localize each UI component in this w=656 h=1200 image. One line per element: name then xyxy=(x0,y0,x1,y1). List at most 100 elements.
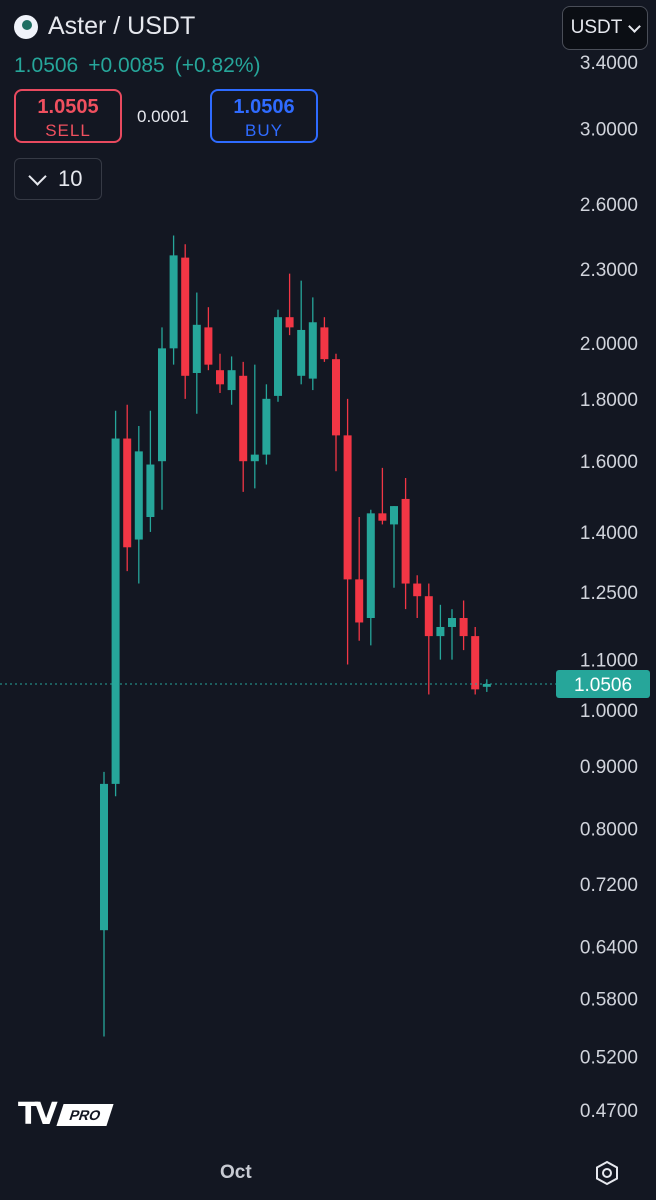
candle-6 xyxy=(169,235,178,365)
aster-logo-icon xyxy=(14,14,38,39)
candle-body xyxy=(390,506,398,525)
y-tick-label: 0.8000 xyxy=(580,819,638,840)
buy-price: 1.0506 xyxy=(233,96,295,118)
candle-body xyxy=(111,438,120,784)
candle-0 xyxy=(100,771,108,1037)
candle-17 xyxy=(297,280,306,385)
pair-header[interactable]: Aster / USDT xyxy=(14,12,195,41)
candle-body xyxy=(169,255,178,349)
candle-33 xyxy=(482,679,491,692)
price-change: +0.0085 xyxy=(88,54,165,77)
candle-body xyxy=(320,327,329,360)
tv-pro-badge: PRO xyxy=(56,1103,114,1126)
candle-23 xyxy=(366,509,375,646)
candle-26 xyxy=(401,478,410,610)
y-tick-label: 0.7200 xyxy=(580,875,638,896)
candle-body xyxy=(123,438,132,548)
candle-15 xyxy=(274,309,282,402)
candle-body xyxy=(204,327,213,365)
y-tick-label: 3.0000 xyxy=(580,119,638,140)
candle-body xyxy=(378,513,387,521)
y-tick-label: 0.4700 xyxy=(580,1101,638,1122)
candle-13 xyxy=(250,364,259,489)
candle-body xyxy=(285,317,294,328)
current-price-label: 1.0506 xyxy=(574,675,632,696)
candle-30 xyxy=(448,609,456,660)
tv-mark: TV xyxy=(18,1097,58,1132)
candle-11 xyxy=(227,356,236,405)
candle-14 xyxy=(262,384,271,465)
candle-body xyxy=(355,579,364,623)
candle-27 xyxy=(413,575,422,619)
candle-9 xyxy=(204,307,213,371)
candle-1 xyxy=(111,410,120,797)
y-tick-label: 1.1000 xyxy=(580,651,638,672)
candle-31 xyxy=(459,600,468,651)
candle-body xyxy=(100,783,108,931)
candle-10 xyxy=(216,353,224,393)
candle-16 xyxy=(285,273,294,336)
quantity-selector[interactable]: 10 xyxy=(14,158,102,200)
tradingview-logo-icon: TV PRO xyxy=(18,1097,114,1132)
candle-body xyxy=(308,322,317,379)
candle-12 xyxy=(239,361,248,492)
candle-body xyxy=(482,683,491,687)
sell-price: 1.0505 xyxy=(37,96,99,118)
candle-body xyxy=(343,435,352,580)
candle-5 xyxy=(158,327,166,510)
candle-19 xyxy=(320,317,329,362)
x-axis-label-oct: Oct xyxy=(220,1162,252,1183)
y-tick-label: 0.5800 xyxy=(580,990,638,1011)
buy-button[interactable]: 1.0506 BUY xyxy=(210,89,318,143)
y-tick-label: 2.6000 xyxy=(580,195,638,216)
candle-body xyxy=(181,257,190,376)
candle-25 xyxy=(390,506,398,588)
currency-dropdown[interactable]: USDT xyxy=(562,6,648,50)
chevron-down-icon xyxy=(28,166,47,186)
candle-body xyxy=(146,464,155,518)
candle-body xyxy=(227,370,236,391)
candle-20 xyxy=(332,353,340,472)
y-tick-label: 2.3000 xyxy=(580,260,638,281)
candle-32 xyxy=(471,626,480,695)
candle-body xyxy=(413,583,422,597)
sell-button[interactable]: 1.0505 SELL xyxy=(14,89,122,143)
y-tick-label: 0.9000 xyxy=(580,757,638,778)
settings-icon[interactable] xyxy=(594,1160,620,1186)
candle-body xyxy=(366,513,375,619)
y-tick-label: 1.8000 xyxy=(580,390,638,411)
spread-value: 0.0001 xyxy=(137,107,189,126)
chevron-down-icon xyxy=(628,19,642,33)
candle-2 xyxy=(123,404,132,572)
candle-body xyxy=(262,398,271,455)
candle-28 xyxy=(424,583,433,695)
candle-body xyxy=(448,618,456,627)
pair-title: Aster / USDT xyxy=(48,12,196,40)
candle-3 xyxy=(134,425,143,584)
candle-body xyxy=(134,451,143,540)
candle-24 xyxy=(378,467,387,525)
candle-body xyxy=(192,324,201,373)
candle-body xyxy=(250,454,259,462)
candle-8 xyxy=(192,292,201,414)
price-change-percent: (+0.82%) xyxy=(174,54,261,77)
candle-4 xyxy=(146,410,155,532)
current-price-badge: 1.0506 xyxy=(556,669,650,698)
candle-body xyxy=(216,370,224,385)
y-tick-label: 1.6000 xyxy=(580,452,638,473)
candle-body xyxy=(297,329,306,376)
y-tick-label: 2.0000 xyxy=(580,334,638,355)
y-tick-label: 1.2500 xyxy=(580,583,638,604)
currency-label: USDT xyxy=(570,17,623,38)
candle-body xyxy=(274,317,282,396)
price-summary: 1.0506 +0.0085 (+0.82%) xyxy=(14,54,261,78)
last-price: 1.0506 xyxy=(14,54,79,77)
candle-body xyxy=(471,636,480,690)
y-tick-label: 1.4000 xyxy=(580,523,638,544)
buy-label: BUY xyxy=(245,121,283,140)
candle-22 xyxy=(355,517,364,641)
candle-body xyxy=(332,359,340,436)
sell-label: SELL xyxy=(45,121,91,140)
price-axis[interactable]: 3.4000 3.0000 2.6000 2.3000 2.0000 1.8000 1.60… xyxy=(580,53,638,1122)
